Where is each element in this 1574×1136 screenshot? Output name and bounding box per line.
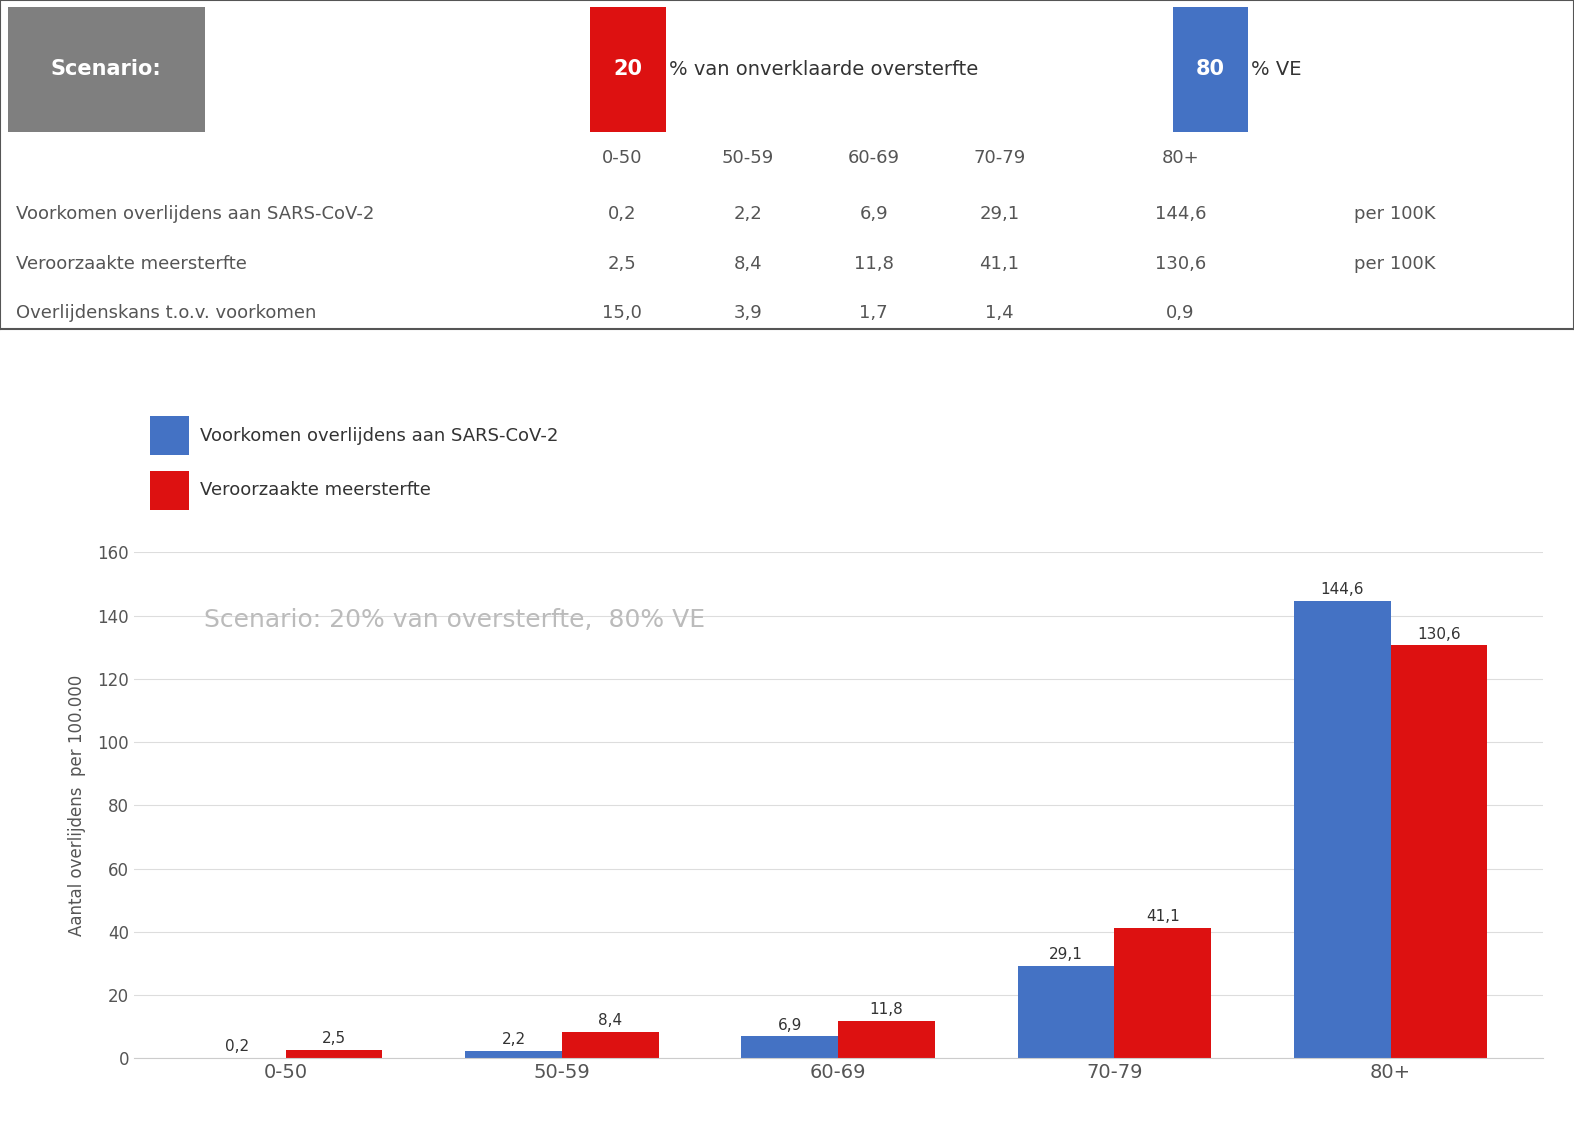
Text: Scenario: 20% van oversterfte,  80% VE: Scenario: 20% van oversterfte, 80% VE [205,608,705,632]
Bar [150,470,189,510]
Text: 70-79: 70-79 [973,149,1026,167]
Text: 15,0: 15,0 [601,304,642,321]
Bar [590,7,666,132]
Text: 0-50: 0-50 [601,149,642,167]
Bar [562,1031,658,1059]
Text: Overlijdenskans t.o.v. voorkomen: Overlijdenskans t.o.v. voorkomen [16,304,316,321]
Bar [150,416,189,456]
Text: 20: 20 [614,59,642,80]
Bar [286,1051,382,1059]
Text: % VE: % VE [1251,60,1302,78]
Text: 2,2: 2,2 [733,206,762,223]
Text: 2,5: 2,5 [323,1031,346,1046]
Text: Voorkomen overlijdens aan SARS-CoV-2: Voorkomen overlijdens aan SARS-CoV-2 [200,427,559,444]
Text: 8,4: 8,4 [598,1013,622,1028]
Text: 11,8: 11,8 [869,1002,903,1017]
Bar [1114,928,1210,1059]
Text: 2,2: 2,2 [502,1033,526,1047]
Text: 11,8: 11,8 [853,254,894,273]
Text: 1,7: 1,7 [859,304,888,321]
Y-axis label: Aantal overlijdens  per 100.000: Aantal overlijdens per 100.000 [68,675,87,936]
Text: 6,9: 6,9 [859,206,888,223]
Text: 130,6: 130,6 [1155,254,1206,273]
Text: 6,9: 6,9 [778,1018,803,1033]
Text: 80: 80 [1196,59,1225,80]
Text: 0,9: 0,9 [1166,304,1195,321]
Text: 8,4: 8,4 [733,254,762,273]
Text: 41,1: 41,1 [979,254,1020,273]
Bar [1018,967,1114,1059]
Bar [1294,601,1390,1059]
Text: 29,1: 29,1 [1050,947,1083,962]
Text: 130,6: 130,6 [1417,627,1461,642]
Text: 60-69: 60-69 [847,149,900,167]
Text: 50-59: 50-59 [721,149,774,167]
Text: 144,6: 144,6 [1321,583,1365,598]
Text: per 100K: per 100K [1354,254,1435,273]
Bar [8,7,205,132]
Text: Veroorzaakte meersterfte: Veroorzaakte meersterfte [200,482,431,499]
Text: 3,9: 3,9 [733,304,762,321]
Text: 1,4: 1,4 [985,304,1014,321]
Text: per 100K: per 100K [1354,206,1435,223]
Bar [466,1051,562,1059]
Text: 41,1: 41,1 [1146,910,1179,925]
Bar [1390,645,1487,1059]
Text: 2,5: 2,5 [608,254,636,273]
Text: 144,6: 144,6 [1155,206,1206,223]
Text: Scenario:: Scenario: [50,59,162,80]
Text: 29,1: 29,1 [979,206,1020,223]
Text: 0,2: 0,2 [608,206,636,223]
Text: 80+: 80+ [1162,149,1199,167]
Text: % van onverklaarde oversterfte: % van onverklaarde oversterfte [669,60,977,78]
Bar [741,1036,839,1059]
Bar [837,1021,935,1059]
Text: Voorkomen overlijdens aan SARS-CoV-2: Voorkomen overlijdens aan SARS-CoV-2 [16,206,375,223]
Bar [1173,7,1248,132]
Text: 0,2: 0,2 [225,1038,249,1054]
Text: Veroorzaakte meersterfte: Veroorzaakte meersterfte [16,254,247,273]
